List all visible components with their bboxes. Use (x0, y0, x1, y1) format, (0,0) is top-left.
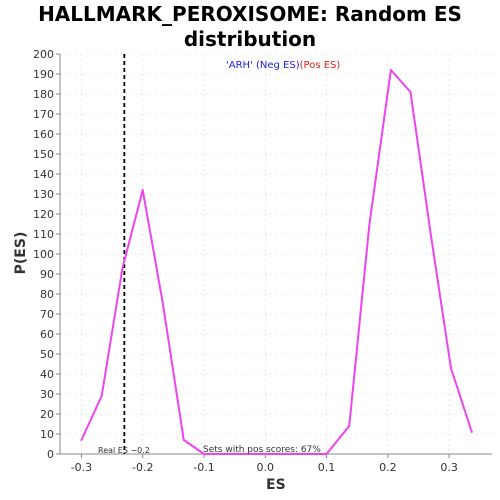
x-tick-label: -0.1 (193, 461, 214, 474)
x-tick-label: -0.2 (132, 461, 153, 474)
y-tick-label: 60 (40, 328, 54, 341)
data-point (325, 453, 328, 455)
x-axis-label: ES (266, 477, 286, 493)
real-es-annotation: Real ES −0.2 (98, 446, 150, 455)
y-tick-label: 150 (33, 148, 54, 161)
y-tick-label: 20 (40, 408, 54, 421)
data-point (244, 453, 247, 455)
data-point (368, 223, 371, 225)
y-tick-label: 70 (40, 308, 54, 321)
legend-pos-label: (Pos ES) (299, 60, 341, 71)
chart-title-line-1: HALLMARK_PEROXISOME: Random ES (38, 2, 462, 26)
y-tick-label: 180 (33, 88, 54, 101)
data-point (223, 453, 226, 455)
y-tick-label: 40 (40, 368, 54, 381)
y-tick-label: 160 (33, 128, 54, 141)
data-point (264, 453, 267, 455)
data-point (389, 69, 392, 71)
x-tick-label: -0.3 (71, 461, 92, 474)
y-tick-label: 140 (33, 168, 54, 181)
data-point (348, 425, 351, 427)
data-point (409, 91, 412, 93)
y-tick-label: 80 (40, 288, 54, 301)
y-tick-label: 130 (33, 188, 54, 201)
data-point (203, 453, 205, 455)
data-point (100, 395, 103, 397)
y-tick-label: 120 (33, 208, 54, 221)
y-tick-label: 0 (47, 448, 54, 461)
data-point (305, 453, 308, 455)
data-point (182, 439, 185, 441)
y-tick-label: 110 (33, 228, 54, 241)
data-point (80, 439, 83, 441)
data-point (284, 453, 287, 455)
data-point (429, 233, 432, 235)
data-point (161, 303, 164, 305)
data-point (470, 431, 473, 433)
legend: 'ARH' (Neg ES)(Pos ES) (226, 60, 340, 71)
data-point (121, 267, 124, 269)
y-tick-label: 10 (40, 428, 54, 441)
y-tick-label: 90 (40, 268, 54, 281)
data-point (449, 367, 452, 369)
y-tick-label: 170 (33, 108, 54, 121)
y-tick-label: 200 (33, 48, 54, 61)
y-tick-label: 190 (33, 68, 54, 81)
x-tick-label: 0.0 (257, 461, 275, 474)
data-point (141, 189, 144, 191)
es-distribution-line (80, 69, 473, 455)
chart-title-line-2: distribution (183, 27, 317, 51)
x-tick-label: 0.1 (318, 461, 336, 474)
x-tick-label: 0.3 (440, 461, 458, 474)
y-tick-label: 30 (40, 388, 54, 401)
x-tick-label: 0.2 (379, 461, 397, 474)
legend-neg-label: 'ARH' (Neg ES) (226, 60, 300, 71)
sets-pos-annotation: Sets with pos scores: 67% (203, 445, 321, 455)
y-tick-label: 50 (40, 348, 54, 361)
y-axis-label: P(ES) (13, 231, 29, 275)
y-tick-label: 100 (33, 248, 54, 261)
